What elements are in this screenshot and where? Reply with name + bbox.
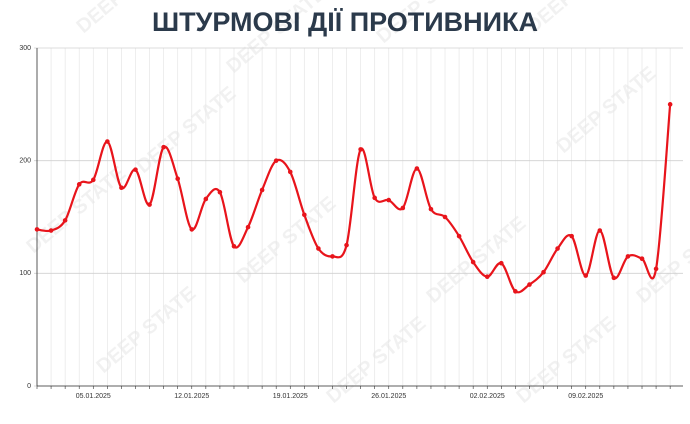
point <box>470 259 476 265</box>
point <box>456 233 462 239</box>
point <box>442 214 448 220</box>
point <box>48 228 54 233</box>
point <box>245 224 251 230</box>
point <box>90 177 96 183</box>
chart-title: ШТУРМОВІ ДІЇ ПРОТИВНИКА <box>152 7 538 37</box>
point <box>555 246 560 251</box>
x-tick-label: 19.01.2025 <box>273 393 308 400</box>
watermark: DEEP STATE <box>422 212 530 307</box>
point <box>513 289 518 294</box>
x-tick-label: 05.01.2025 <box>76 393 111 400</box>
point <box>386 197 392 203</box>
watermark: DEEP STATE <box>92 282 200 377</box>
point <box>625 254 631 259</box>
point <box>34 227 40 232</box>
point <box>105 139 110 144</box>
point <box>667 102 673 107</box>
point <box>316 246 321 251</box>
watermark: DEEP STATE <box>522 0 630 38</box>
point <box>639 256 645 261</box>
x-tick-label: 26.01.2025 <box>371 393 406 400</box>
x-tick-label: 09.02.2025 <box>568 393 603 400</box>
y-tick-label: 200 <box>19 158 31 165</box>
point <box>330 254 335 259</box>
point <box>231 243 237 249</box>
y-tick-label: 300 <box>19 45 31 52</box>
x-tick-label: 02.02.2025 <box>470 393 505 400</box>
watermark: DEEP STATE <box>512 312 620 407</box>
watermark: DEEP STATE <box>132 82 240 177</box>
point <box>484 274 490 280</box>
point <box>217 189 223 195</box>
point <box>527 282 532 287</box>
point <box>287 169 293 175</box>
point <box>203 196 209 202</box>
point <box>62 218 68 223</box>
point <box>358 147 363 152</box>
point <box>400 205 406 211</box>
point <box>302 212 307 218</box>
point <box>189 227 195 232</box>
point <box>541 269 546 275</box>
point <box>175 176 180 181</box>
y-tick-label: 0 <box>27 383 31 390</box>
point <box>344 242 349 248</box>
point <box>161 144 166 150</box>
point <box>414 166 420 171</box>
point <box>583 273 589 278</box>
point <box>133 167 138 172</box>
point <box>653 266 659 272</box>
point <box>499 260 504 266</box>
point <box>119 185 124 191</box>
point <box>428 206 434 212</box>
point <box>259 187 265 193</box>
point <box>611 275 617 281</box>
point <box>273 158 279 163</box>
watermark: DEEP STATE <box>22 162 130 257</box>
point <box>147 202 152 207</box>
y-tick-label: 100 <box>19 270 31 277</box>
point <box>372 195 377 201</box>
point <box>597 228 603 233</box>
point <box>76 182 82 187</box>
watermark: DEEP STATE <box>552 62 660 157</box>
point <box>569 233 574 239</box>
x-tick-label: 12.01.2025 <box>174 393 209 400</box>
